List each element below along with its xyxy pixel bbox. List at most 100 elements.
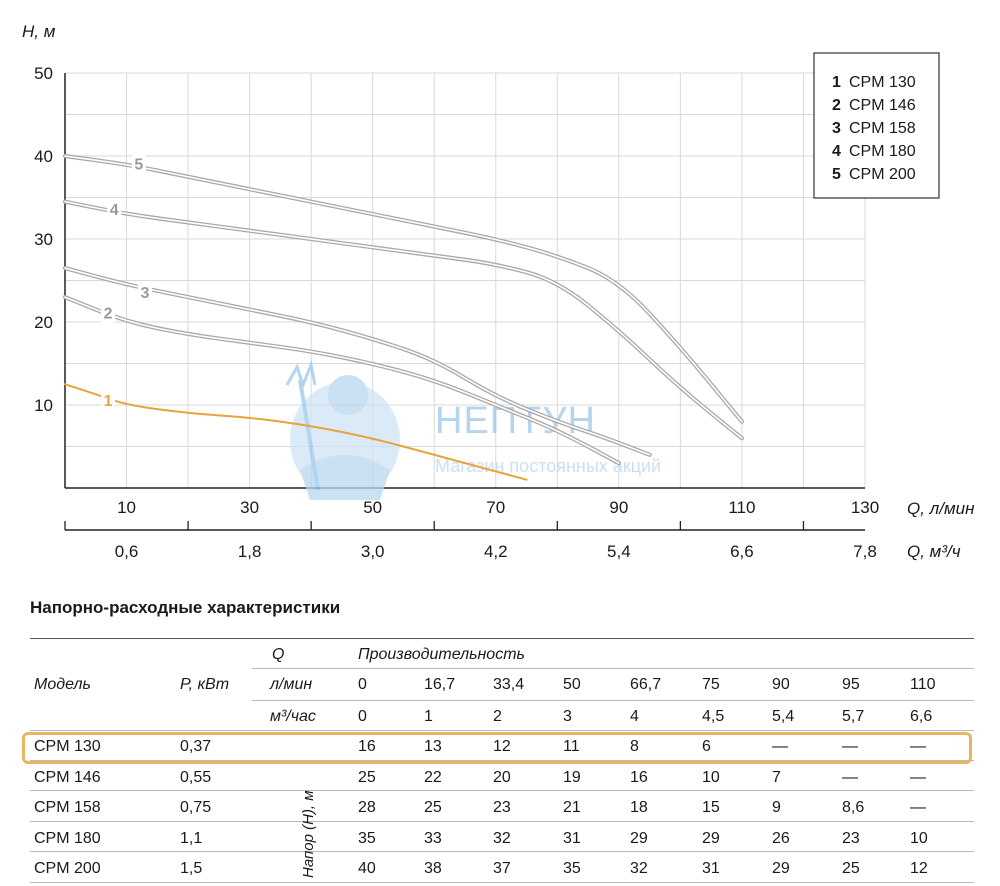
x-tick-label: 110 bbox=[728, 498, 755, 517]
table-cell-power: 0,75 bbox=[180, 799, 212, 816]
table-rule bbox=[30, 730, 974, 731]
curve-label-bg bbox=[138, 281, 152, 302]
table-header-m3h-value: 6,6 bbox=[910, 708, 933, 725]
table-cell-head: 13 bbox=[424, 738, 442, 755]
table-cell-head: 6 bbox=[702, 738, 711, 755]
table-cell-head: — bbox=[842, 768, 858, 786]
legend-item-number: 4 bbox=[832, 143, 841, 160]
table-header-m3h-value: 5,4 bbox=[772, 708, 795, 725]
x2-axis-title: Q, м³/ч bbox=[907, 542, 961, 561]
curve-label: 1 bbox=[104, 393, 113, 410]
performance-table: Q Производительность Модель P, кВт л/мин м³/ч… bbox=[22, 638, 974, 886]
table-rule bbox=[30, 882, 974, 883]
table-cell-head: 29 bbox=[702, 829, 720, 847]
chart-grid bbox=[64, 72, 866, 488]
table-cell-power: 0,55 bbox=[180, 768, 212, 786]
chart-axes: 10 20 30 40 50 10 30 50 70 90 110 130 0,6 1,8 3,0 4,2 5,… bbox=[34, 64, 879, 561]
table-cell-head: 31 bbox=[702, 860, 720, 877]
watermark-subtitle: Магазин постоянных акций bbox=[435, 456, 661, 476]
table-cell-head: 16 bbox=[630, 768, 648, 786]
table-cell-head: 15 bbox=[702, 799, 720, 816]
table-cell-head: 18 bbox=[630, 799, 648, 816]
table-cell-head: 35 bbox=[563, 860, 581, 877]
x2-tick-label: 3,0 bbox=[361, 542, 385, 561]
table-cell-head: — bbox=[910, 738, 926, 755]
curve-label-bg bbox=[131, 153, 146, 174]
legend-item-name: CPM 200 bbox=[849, 166, 916, 183]
y-tick-label: 20 bbox=[34, 313, 53, 332]
table-header-power: P, кВт bbox=[180, 676, 230, 693]
table-header-m3h-value: 4,5 bbox=[702, 708, 725, 725]
curve-label: 4 bbox=[110, 202, 119, 219]
table-cell-head: 32 bbox=[630, 860, 648, 877]
table-cell-head: 25 bbox=[842, 860, 860, 877]
table-cell-head: 22 bbox=[424, 768, 442, 786]
table-row-highlight bbox=[22, 732, 972, 764]
table-cell-power: 1,5 bbox=[180, 860, 203, 877]
table-cell-head: 9 bbox=[772, 799, 781, 816]
curve-inner bbox=[64, 200, 743, 439]
performance-table-section: Напорно-расходные характеристики Q Произв… bbox=[22, 598, 974, 883]
chart-curves bbox=[62, 153, 745, 481]
table-cell-head: 35 bbox=[358, 829, 376, 847]
table-unit-m3h: м³/час bbox=[270, 708, 316, 725]
x2-tick-label: 6,6 bbox=[730, 542, 754, 561]
x-tick-label: 30 bbox=[240, 498, 259, 517]
table-header-lmin-value: 66,7 bbox=[630, 676, 662, 693]
table-cell-head: 40 bbox=[358, 860, 376, 877]
table-header-m3h-value: 0 bbox=[358, 708, 367, 725]
table-rule-top bbox=[30, 638, 974, 639]
table-title: Напорно-расходные характеристики bbox=[30, 598, 341, 617]
table-cell-head: 26 bbox=[772, 829, 790, 847]
y-tick-label: 50 bbox=[34, 64, 53, 83]
table-cell-head: 7 bbox=[772, 768, 781, 786]
pump-performance-chart: 10 20 30 40 50 10 30 50 70 90 110 130 0,6 1,8 3,0 4,2 5,… bbox=[22, 22, 975, 561]
table-cell-head: 8,6 bbox=[842, 799, 865, 816]
y-tick-label: 30 bbox=[34, 230, 53, 249]
x-tick-label: 10 bbox=[117, 498, 136, 517]
table-cell-head: 20 bbox=[493, 768, 511, 786]
x-axis-title: Q, л/мин bbox=[907, 499, 975, 518]
chart-curve-labels: 1 2 3 4 5 bbox=[101, 153, 152, 410]
curve-inner bbox=[64, 155, 743, 423]
table-header-lmin-value: 16,7 bbox=[424, 676, 456, 693]
curve-inner bbox=[64, 296, 620, 464]
table-rule bbox=[30, 790, 974, 791]
x-tick-label: 130 bbox=[851, 498, 879, 517]
legend-item-name: CPM 130 bbox=[849, 74, 916, 91]
table-header-lmin-value: 75 bbox=[702, 676, 720, 693]
table-header-lmin-value: 110 bbox=[910, 676, 936, 693]
table-cell-head: 19 bbox=[563, 768, 581, 786]
table-vertical-label-head: Напор (H), м bbox=[300, 790, 317, 878]
table-cell-model: CPM 200 bbox=[34, 860, 101, 877]
x2-tick-label: 0,6 bbox=[115, 542, 139, 561]
neptune-trident-figure-icon bbox=[285, 359, 400, 500]
curve-label: 3 bbox=[141, 285, 150, 302]
table-header-m3h-value: 4 bbox=[630, 708, 639, 725]
table-header-q: Q bbox=[272, 646, 285, 663]
table-cell-head: 11 bbox=[563, 738, 580, 755]
table-cell-model: CPM 130 bbox=[34, 738, 101, 755]
legend-item-number: 5 bbox=[832, 166, 841, 183]
chart-legend: 1 CPM 130 2 CPM 146 3 CPM 158 4 CPM 180 5 CPM 200 bbox=[813, 52, 940, 199]
legend-item-name: CPM 180 bbox=[849, 143, 916, 160]
y-tick-label: 10 bbox=[34, 396, 53, 415]
table-cell-head: 8 bbox=[630, 738, 639, 755]
table-cell-head: 12 bbox=[910, 860, 928, 877]
legend-box bbox=[813, 52, 940, 199]
x-tick-label: 50 bbox=[363, 498, 382, 517]
x2-tick-label: 7,8 bbox=[853, 542, 877, 561]
legend-item-number: 2 bbox=[832, 97, 841, 114]
curve-line bbox=[64, 383, 528, 481]
legend-item-name: CPM 158 bbox=[849, 120, 916, 137]
table-header-lmin-value: 95 bbox=[842, 676, 860, 693]
legend-item-number: 1 bbox=[832, 74, 841, 91]
curve-label: 2 bbox=[104, 306, 113, 323]
table-header-lmin-value: 90 bbox=[772, 676, 790, 693]
table-rule bbox=[30, 760, 974, 761]
table-header-lmin-value: 0 bbox=[358, 676, 367, 693]
table-cell-head: — bbox=[910, 799, 926, 816]
x-tick-label: 90 bbox=[609, 498, 628, 517]
table-cell-head: 16 bbox=[358, 738, 376, 755]
curve-label-bg bbox=[101, 302, 116, 323]
